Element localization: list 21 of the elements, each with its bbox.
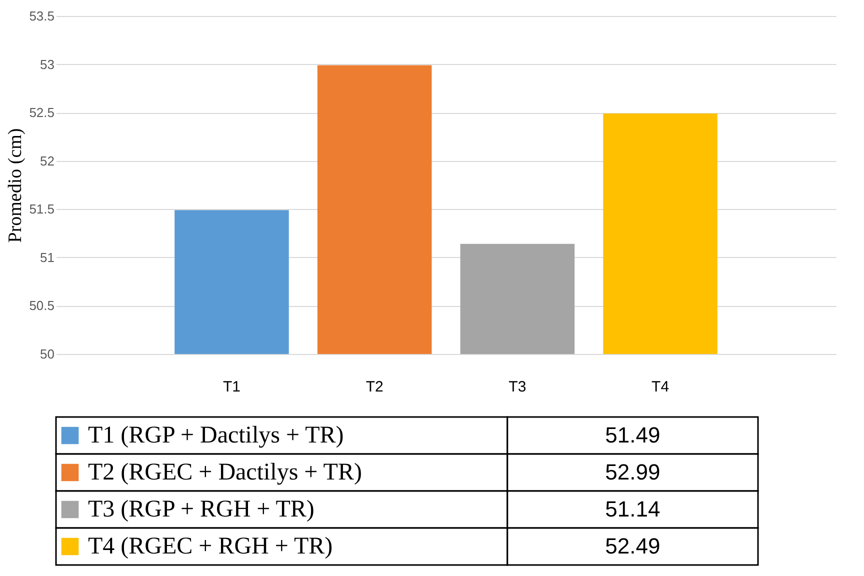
legend-label: T2 (RGEC + Dactilys + TR) <box>88 460 362 486</box>
text: 51.49 <box>605 422 660 448</box>
y-tick-label: 50 <box>40 346 54 362</box>
x-tick-label: T4 <box>652 378 670 396</box>
x-tick-label: T1 <box>222 378 240 396</box>
y-axis-title: Promedio (cm) <box>5 128 26 243</box>
y-tick-label: 51 <box>40 250 54 265</box>
text: 52.49 <box>605 534 660 558</box>
y-tick-label: 52 <box>40 153 54 168</box>
y-tick-label: 52.5 <box>29 105 54 120</box>
y-tick-label: 51.5 <box>29 202 54 217</box>
legend-label: T4 (RGEC + RGH + TR) <box>88 534 333 560</box>
y-tick-label: 53.5 <box>29 8 54 24</box>
legend-label: T3 (RGP + RGH + TR) <box>88 496 314 522</box>
text: 51.14 <box>605 496 660 522</box>
y-tick-label: 53 <box>40 56 54 72</box>
x-tick-label: T2 <box>366 378 384 396</box>
text: 52.99 <box>605 460 660 484</box>
x-tick-label: T3 <box>508 378 526 396</box>
y-tick-label: 50.5 <box>29 298 54 314</box>
legend-label: T1 (RGP + Dactilys + TR) <box>88 422 344 448</box>
